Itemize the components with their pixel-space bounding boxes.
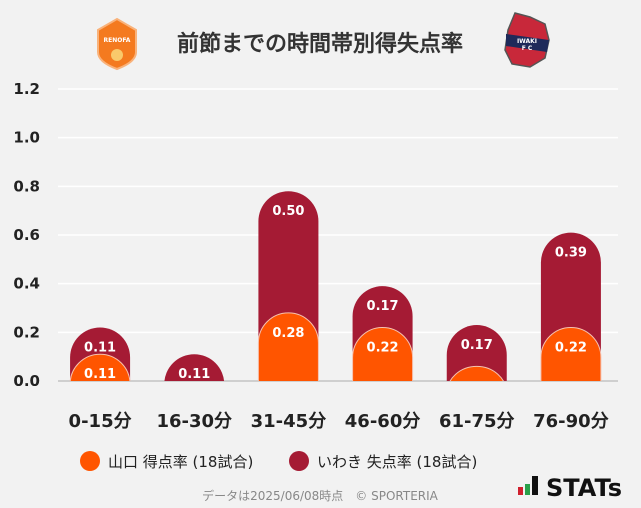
legend-swatch-iwaki: [289, 451, 309, 471]
y-tick-label: 0.6: [13, 226, 40, 244]
data-label-yamaguchi: 0.11: [84, 367, 116, 382]
bar-iwaki: [446, 325, 507, 381]
legend: 山口 得点率 (18試合) いわき 失点率 (18試合): [80, 451, 477, 471]
y-tick-label: 0.0: [13, 372, 40, 390]
data-label-iwaki: 0.11: [178, 367, 210, 382]
data-label-iwaki: 0.17: [367, 299, 399, 314]
x-tick-label: 0-15分: [69, 411, 132, 432]
bar-iwaki: [258, 191, 319, 381]
x-tick-label: 61-75分: [439, 411, 515, 432]
data-label-yamaguchi: 0.22: [555, 340, 587, 355]
y-tick-label: 0.2: [13, 323, 40, 341]
y-tick-label: 0.4: [13, 275, 40, 293]
data-label-iwaki: 0.39: [555, 246, 587, 261]
brand-name: STATs: [546, 474, 622, 502]
legend-label-yamaguchi: 山口 得点率 (18試合): [108, 453, 253, 471]
bar-iwaki: [540, 232, 601, 381]
bar-yamaguchi: [69, 353, 131, 381]
bar-yamaguchi: [540, 326, 602, 381]
y-tick-label: 0.8: [13, 177, 40, 195]
svg-text:F C: F C: [522, 45, 533, 52]
svg-text:IWAKI: IWAKI: [517, 38, 537, 45]
bar-yamaguchi: [449, 365, 504, 381]
legend-swatch-yamaguchi: [80, 451, 100, 471]
data-label-yamaguchi: 0.22: [367, 340, 399, 355]
bar-yamaguchi: [352, 326, 414, 381]
data-label-iwaki: 0.50: [272, 204, 304, 219]
svg-text:RENOFA: RENOFA: [104, 37, 131, 44]
y-tick-label: 1.0: [13, 129, 40, 147]
footer-note: データは2025/06/08時点 © SPORTERIA: [202, 488, 439, 503]
data-label-iwaki: 0.17: [461, 338, 493, 353]
stats-logo: STATs: [518, 474, 622, 502]
x-tick-label: 46-60分: [345, 411, 421, 432]
chart-title: 前節までの時間帯別得失点率: [177, 31, 463, 57]
data-label-iwaki: 0.11: [84, 340, 116, 355]
data-label-yamaguchi: 0.28: [272, 326, 304, 341]
x-tick-label: 31-45分: [251, 411, 327, 432]
iwaki-fc-logo: IWAKI F C: [504, 12, 550, 68]
bar-iwaki: [164, 354, 225, 381]
y-tick-label: 1.2: [13, 80, 40, 98]
bar-yamaguchi: [257, 312, 319, 381]
x-tick-label: 76-90分: [533, 411, 609, 432]
x-tick-label: 16-30分: [156, 411, 232, 432]
renofa-logo: RENOFA: [97, 17, 137, 71]
legend-label-iwaki: いわき 失点率 (18試合): [317, 453, 477, 471]
